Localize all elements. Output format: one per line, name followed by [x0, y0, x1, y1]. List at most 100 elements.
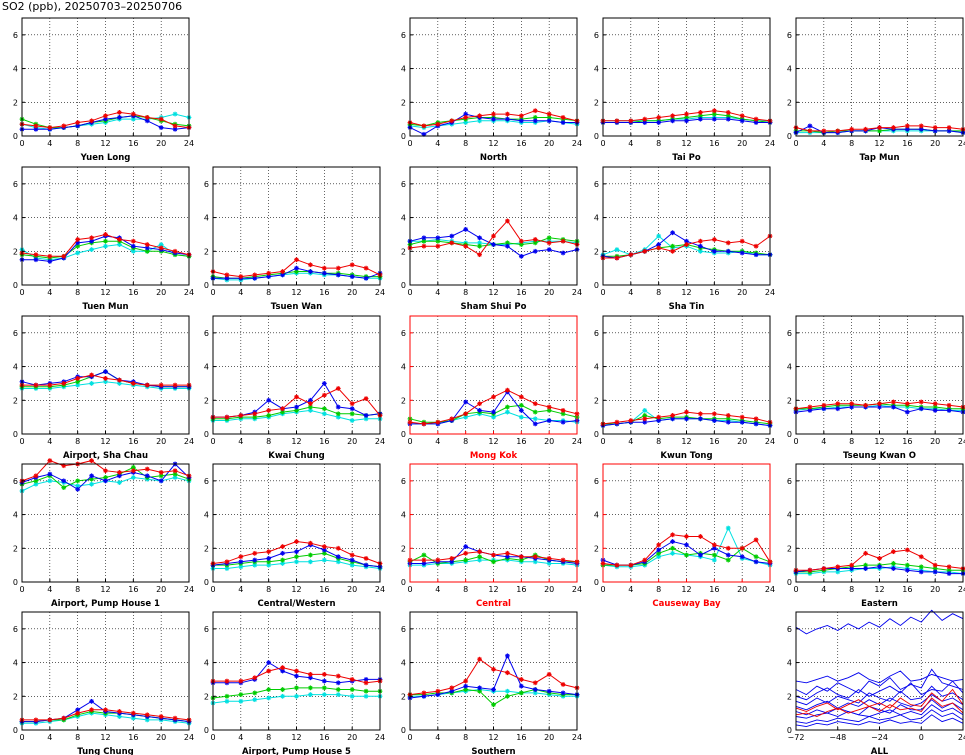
data-point: [905, 547, 910, 553]
y-tick-label: 6: [204, 329, 209, 338]
data-point: [364, 556, 369, 561]
data-point: [350, 411, 355, 416]
y-tick-label: 6: [787, 329, 792, 338]
x-tick-label: 16: [516, 585, 526, 594]
data-point: [740, 415, 745, 420]
data-point: [698, 244, 703, 249]
data-point: [463, 120, 468, 125]
data-point: [684, 410, 689, 415]
data-point: [947, 564, 952, 569]
data-point: [145, 712, 150, 717]
data-point: [336, 673, 341, 679]
x-tick-label: 12: [488, 585, 498, 594]
panel-title: Airport, Pump House 1: [51, 599, 160, 609]
y-tick-label: 2: [13, 247, 18, 256]
data-point: [308, 269, 313, 274]
data-point: [547, 561, 552, 566]
data-point: [89, 477, 94, 482]
x-tick-label: 20: [544, 288, 554, 297]
data-point: [145, 249, 150, 254]
data-point: [47, 125, 52, 130]
data-point: [350, 262, 355, 267]
panel-title: Sha Tin: [669, 302, 705, 312]
data-point: [491, 559, 496, 564]
data-point: [726, 240, 731, 245]
x-tick-label: 0: [600, 288, 605, 297]
x-tick-label: 12: [681, 585, 691, 594]
x-tick-label: 0: [19, 585, 24, 594]
y-tick-label: 6: [787, 477, 792, 486]
x-tick-label: 0: [407, 437, 412, 446]
y-tick-label: 6: [13, 31, 18, 40]
data-point: [712, 558, 717, 563]
data-point: [173, 123, 178, 128]
data-point: [294, 269, 299, 274]
y-tick-label: 0: [401, 430, 406, 439]
data-point: [89, 247, 94, 252]
data-point: [547, 115, 552, 120]
data-point: [519, 113, 524, 118]
y-tick-label: 2: [787, 98, 792, 107]
y-tick-label: 4: [787, 363, 792, 372]
y-tick-label: 4: [594, 511, 599, 520]
y-tick-label: 2: [204, 247, 209, 256]
data-point: [238, 554, 243, 559]
data-point: [642, 117, 647, 122]
data-point: [103, 468, 108, 473]
data-point: [547, 418, 552, 423]
x-tick-label: 12: [291, 733, 301, 742]
data-point: [628, 118, 633, 123]
x-tick-label: 8: [656, 437, 661, 446]
x-tick-label: 8: [75, 139, 80, 148]
x-tick-label: 20: [930, 437, 940, 446]
data-point: [505, 554, 510, 559]
data-point: [308, 559, 313, 564]
data-point: [519, 239, 524, 244]
data-point: [131, 468, 136, 473]
data-point: [547, 235, 552, 240]
panel-frame: [21, 166, 190, 286]
data-point: [614, 247, 619, 252]
x-tick-label: 24: [184, 437, 194, 446]
data-point: [173, 127, 178, 132]
data-point: [421, 561, 426, 566]
data-point: [266, 687, 271, 692]
data-point: [75, 244, 80, 249]
data-point: [294, 694, 299, 699]
x-tick-label: 16: [128, 437, 138, 446]
data-point: [75, 376, 80, 381]
data-point: [698, 552, 703, 558]
data-point: [294, 685, 299, 690]
data-point: [145, 115, 150, 120]
y-tick-label: 2: [401, 544, 406, 553]
y-tick-label: 0: [13, 578, 18, 587]
panel-title: Tap Mun: [859, 153, 899, 163]
data-point: [807, 404, 812, 410]
data-point: [238, 692, 243, 697]
x-tick-label: 24: [375, 288, 385, 297]
data-point: [47, 259, 52, 264]
data-point: [561, 558, 566, 563]
data-point: [712, 108, 717, 113]
data-point: [173, 112, 178, 117]
data-point: [891, 125, 896, 130]
data-point: [280, 269, 285, 274]
panel-frame: [21, 315, 190, 435]
x-tick-label: 24: [958, 585, 965, 594]
data-point: [435, 235, 440, 240]
y-tick-label: 4: [787, 511, 792, 520]
panel-title: Kwai Chung: [268, 451, 325, 461]
data-point: [364, 276, 369, 281]
data-point: [740, 239, 745, 244]
data-point: [505, 689, 510, 694]
data-point: [117, 714, 122, 719]
data-point: [294, 554, 299, 559]
data-point: [364, 563, 369, 568]
data-point: [75, 237, 80, 242]
data-point: [905, 410, 910, 415]
data-point: [33, 482, 38, 487]
data-point: [421, 239, 426, 244]
